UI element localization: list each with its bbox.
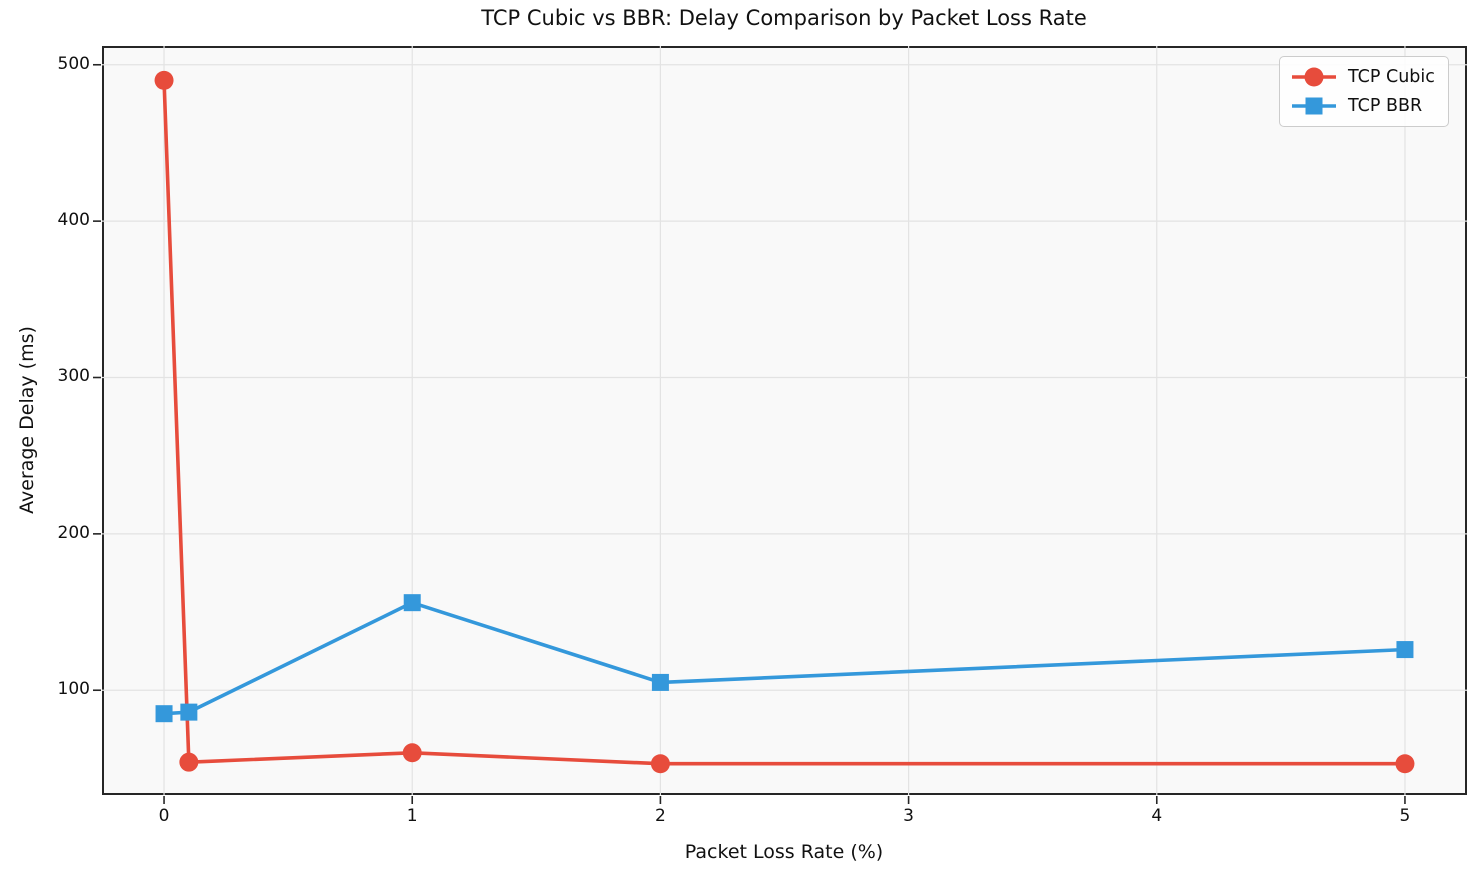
chart-title: TCP Cubic vs BBR: Delay Comparison by Pa… — [481, 6, 1087, 30]
x-tick-label: 4 — [1151, 806, 1163, 826]
legend: TCP Cubic TCP BBR — [1279, 56, 1449, 127]
y-tick-labels: 100 200 300 400 500 — [0, 0, 90, 880]
y-tick-label: 400 — [57, 210, 90, 231]
x-axis-label: Packet Loss Rate (%) — [684, 841, 884, 863]
x-tick-label: 3 — [903, 806, 914, 826]
legend-item-tcp-bbr: TCP BBR — [1291, 95, 1435, 117]
legend-label: TCP BBR — [1348, 96, 1423, 116]
legend-label: TCP Cubic — [1348, 67, 1435, 87]
x-tick-label: 2 — [654, 806, 666, 826]
y-tick-label: 300 — [57, 366, 90, 387]
legend-item-tcp-cubic: TCP Cubic — [1291, 66, 1435, 88]
legend-square-marker-icon — [1292, 97, 1336, 115]
x-tick-label: 1 — [406, 806, 418, 826]
y-axis-label: Average Delay (ms) — [16, 326, 38, 514]
plot-area — [102, 46, 1467, 795]
x-tick-label: 5 — [1399, 806, 1411, 826]
legend-circle-marker-icon — [1292, 67, 1336, 87]
x-tick-label: 0 — [158, 806, 170, 826]
y-tick-label: 200 — [57, 522, 90, 543]
y-tick-label: 100 — [57, 679, 90, 700]
y-tick-label: 500 — [57, 53, 90, 74]
x-tick-labels: 0 1 2 3 4 5 — [0, 806, 1481, 832]
